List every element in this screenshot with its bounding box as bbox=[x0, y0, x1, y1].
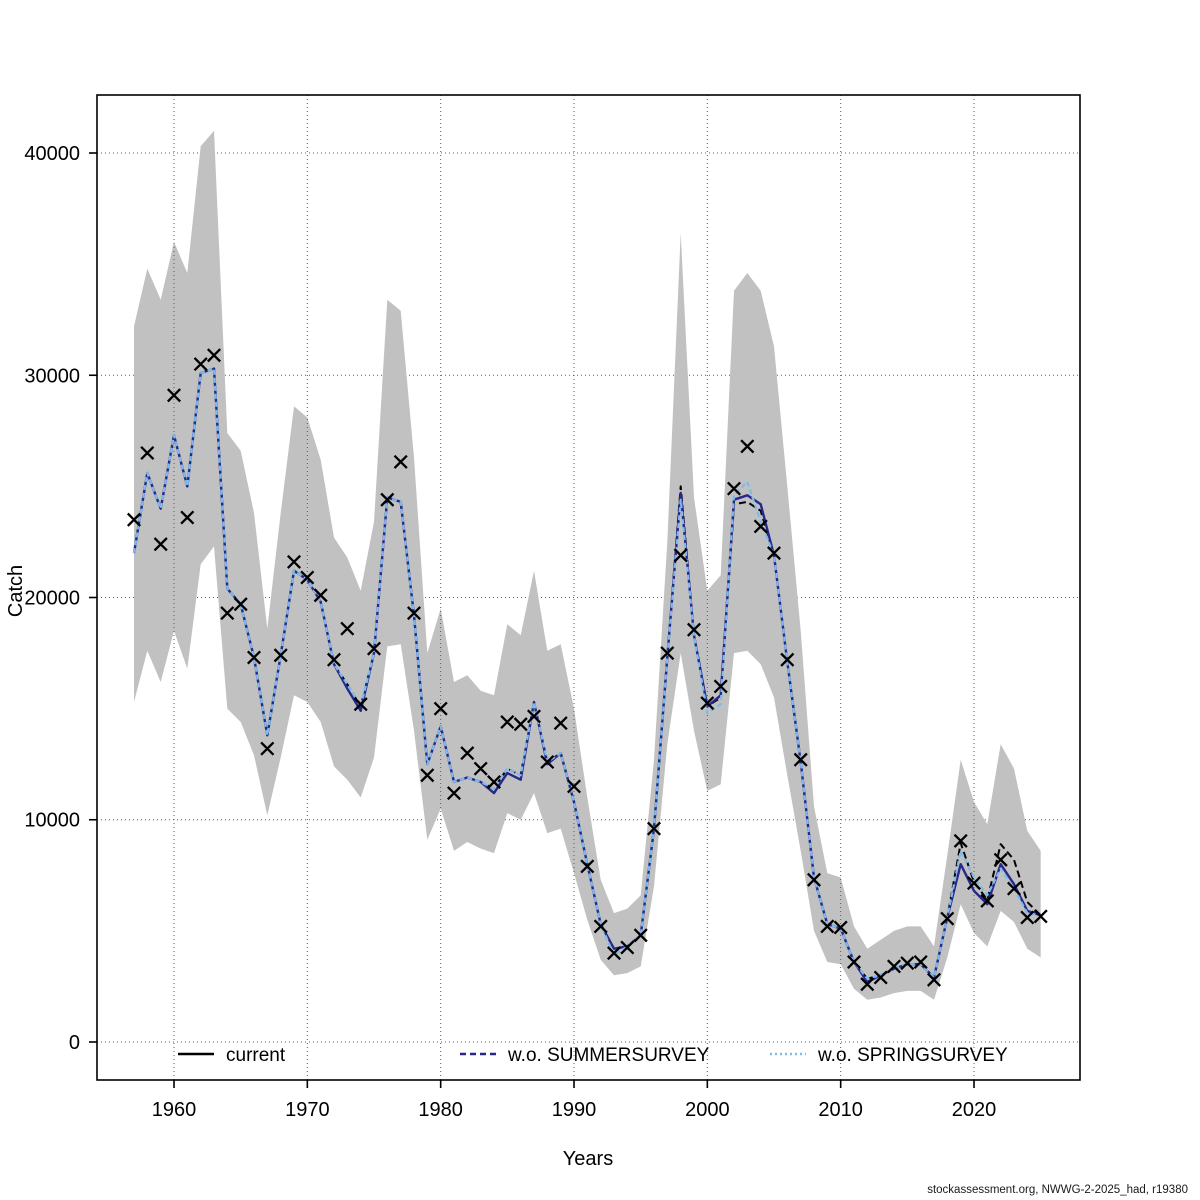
vertical-gridlines bbox=[173, 95, 975, 1080]
legend-label-current: current bbox=[226, 1045, 286, 1066]
y-axis-title: Catch bbox=[5, 565, 27, 617]
x-tick-label: 2000 bbox=[685, 1099, 730, 1121]
plot-border bbox=[96, 94, 1081, 1081]
axis-ticks bbox=[89, 152, 975, 1088]
legend: current w.o. SUMMERSURVEY w.o. SPRINGSUR… bbox=[178, 1045, 1008, 1066]
legend-label-wo-springsurvey: w.o. SPRINGSURVEY bbox=[817, 1045, 1008, 1066]
x-tick-label: 2010 bbox=[818, 1099, 863, 1121]
x-tick-labels: 1960 1970 1980 1990 2000 2010 2020 bbox=[152, 1099, 997, 1121]
y-tick-label: 20000 bbox=[24, 588, 80, 610]
legend-label-wo-summersurvey: w.o. SUMMERSURVEY bbox=[507, 1045, 710, 1066]
x-tick-label: 1960 bbox=[152, 1099, 197, 1121]
y-tick-label: 10000 bbox=[24, 810, 80, 832]
y-tick-label: 40000 bbox=[24, 143, 80, 165]
y-tick-label: 0 bbox=[69, 1032, 80, 1054]
x-axis-title: Years bbox=[563, 1148, 613, 1170]
x-tick-label: 1970 bbox=[285, 1099, 330, 1121]
x-tick-label: 1990 bbox=[552, 1099, 597, 1121]
footer-credit: stockassessment.org, NWWG-2-2025_had, r1… bbox=[927, 1184, 1188, 1196]
x-tick-label: 2020 bbox=[952, 1099, 997, 1121]
y-tick-labels: 0 10000 20000 30000 40000 bbox=[24, 143, 80, 1054]
y-tick-label: 30000 bbox=[24, 365, 80, 387]
observed-catch-markers bbox=[126, 348, 1048, 992]
confidence-band bbox=[134, 130, 1041, 1000]
x-tick-label: 1980 bbox=[418, 1099, 463, 1121]
